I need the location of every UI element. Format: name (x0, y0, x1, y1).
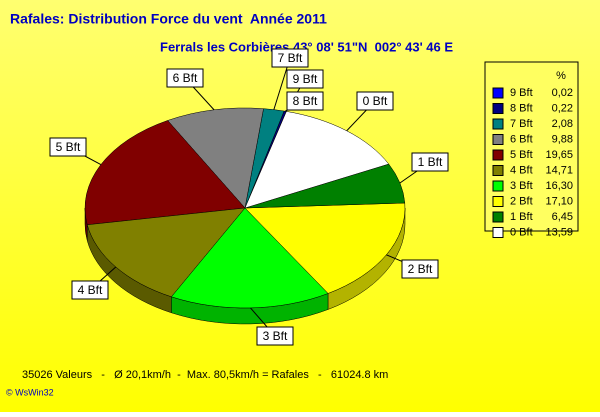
slice-label: 8 Bft (293, 94, 318, 108)
slice-label: 7 Bft (278, 51, 303, 65)
slice-label: 6 Bft (173, 71, 198, 85)
slice-label: 0 Bft (363, 94, 388, 108)
legend-value: 17,10 (545, 195, 573, 207)
legend-swatch (492, 165, 504, 176)
label-box (71, 280, 109, 300)
legend-swatch (492, 134, 504, 145)
slice-labels: 9 Bft 8 Bft 7 Bft 6 Bft 5 Bft 4 Bft 3 Bft 2 Bft… (49, 48, 449, 346)
slice (244, 111, 390, 209)
label-box (271, 48, 309, 68)
footer: 35026 Valeurs - Ø 20,1km/h - Max. 80,5km… (22, 369, 388, 381)
legend-value: 16,30 (545, 180, 573, 192)
copyright: © WsWin32 (6, 387, 54, 397)
slice-label: 9 Bft (293, 72, 318, 86)
pie (84, 107, 406, 325)
chart-title: Rafales: Distribution Force du vent Anné… (10, 11, 327, 27)
legend: 9 Bft 0,02 8 Bft 0,22 7 Bft 2,08 6 Bft 9,88 5 Bf… (492, 87, 573, 238)
slice (84, 120, 246, 226)
legend-swatch (492, 118, 504, 130)
label-box (411, 152, 449, 172)
legend-value: 6,45 (552, 211, 573, 223)
chart-subtitle: Ferrals les Corbières 43° 08' 51"N 002° … (160, 39, 453, 54)
legend-swatch (492, 211, 504, 223)
legend-value: 2,08 (552, 118, 573, 130)
legend-label: 2 Bft (510, 195, 533, 207)
legend-label: 4 Bft (510, 164, 533, 176)
label-box (49, 137, 87, 157)
label-box (356, 91, 394, 111)
legend-value: 19,65 (545, 149, 573, 161)
legend-label: 9 Bft (510, 87, 533, 99)
legend-label: 3 Bft (510, 180, 533, 192)
legend-value: 0,02 (552, 87, 573, 99)
label-box (286, 91, 324, 111)
slice-label: 4 Bft (78, 283, 103, 297)
legend-swatch (492, 227, 504, 238)
legend-label: 1 Bft (510, 211, 533, 223)
legend-swatch (492, 87, 504, 99)
legend-value: 14,71 (545, 164, 573, 176)
legend-label: 7 Bft (510, 118, 533, 130)
legend-label: 6 Bft (510, 133, 533, 145)
legend-value: 13,59 (545, 226, 573, 238)
legend-value: 0,22 (552, 102, 573, 114)
slice-label: 5 Bft (56, 140, 81, 154)
slice-label: 3 Bft (263, 329, 288, 343)
legend-label: 0 Bft (510, 226, 533, 238)
legend-swatch (492, 180, 504, 192)
legend-header: % (556, 70, 566, 82)
label-box (401, 259, 439, 279)
legend-swatch (492, 196, 504, 207)
slice-label: 1 Bft (418, 155, 443, 169)
legend-label: 5 Bft (510, 149, 533, 161)
legend-label: 8 Bft (510, 102, 533, 114)
legend-value: 9,88 (552, 133, 573, 145)
legend-swatch (492, 149, 504, 161)
label-box (166, 68, 204, 88)
slice (86, 207, 246, 298)
slice (244, 202, 406, 294)
label-box (286, 69, 324, 89)
legend-swatch (492, 103, 504, 114)
label-box (256, 326, 294, 346)
slice-label: 2 Bft (408, 262, 433, 276)
